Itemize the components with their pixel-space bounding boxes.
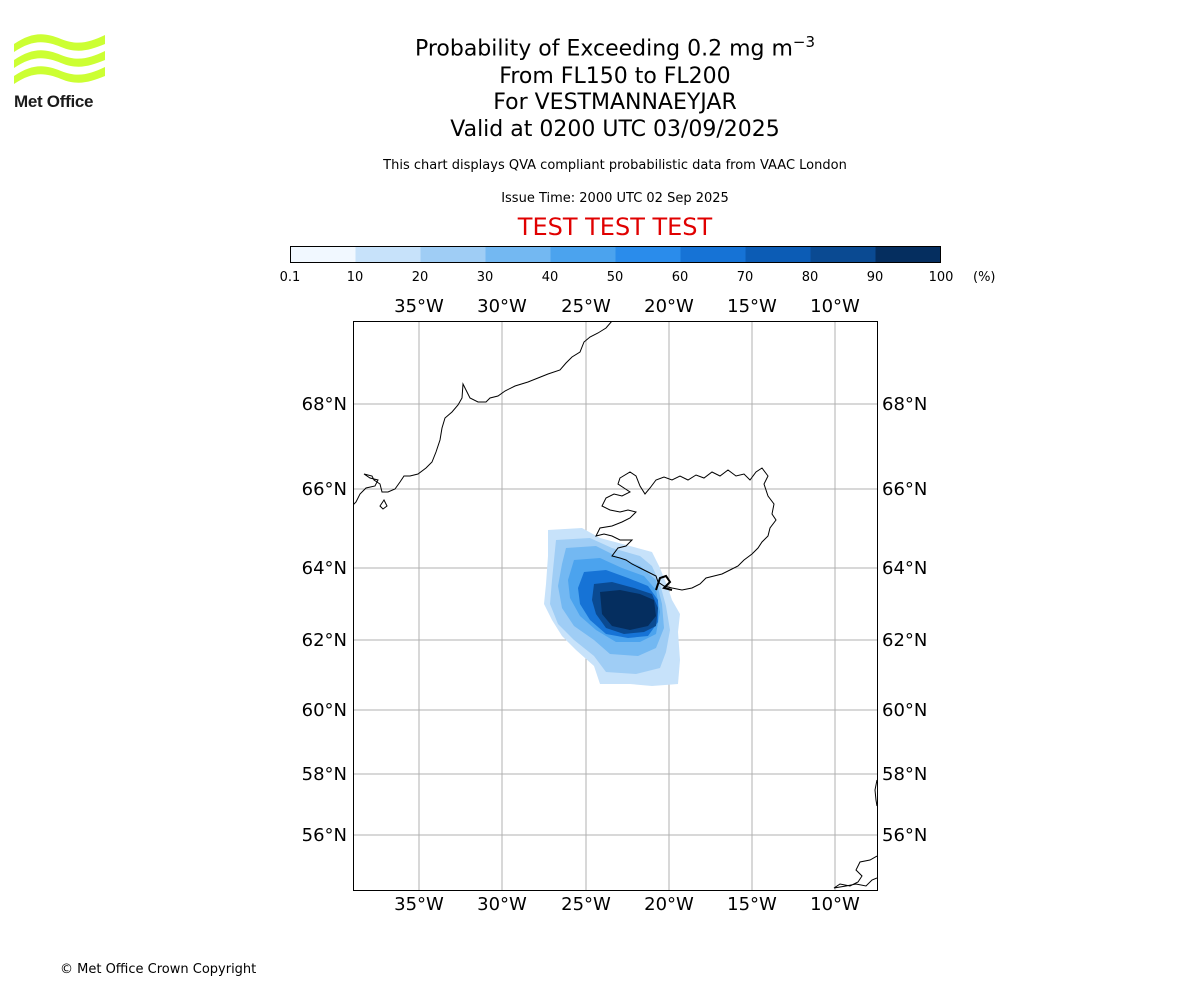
colorbar-swatch [810,246,876,263]
lat-label-left: 62°N [302,630,347,651]
colorbar-tick-label: 60 [671,270,689,285]
colorbar-tick-label: 40 [541,270,559,285]
lat-label-right: 68°N [882,394,927,415]
lon-label-bottom: 30°W [477,894,527,915]
met-office-waves-icon [14,34,105,84]
colorbar-swatch [355,246,421,263]
colorbar-tick-label: 30 [476,270,494,285]
lon-label-top: 15°W [727,296,777,317]
colorbar-swatch [290,246,356,263]
lat-label-left: 68°N [302,394,347,415]
lon-label-top: 35°W [394,296,444,317]
lat-label-right: 66°N [882,479,927,500]
lat-label-right: 62°N [882,630,927,651]
lat-label-left: 56°N [302,825,347,846]
colorbar-tick-label: 10 [346,270,364,285]
issue-time: Issue Time: 2000 UTC 02 Sep 2025 [501,191,729,206]
probability-colorbar [290,246,941,263]
copyright-notice: © Met Office Crown Copyright [60,962,257,977]
lat-label-left: 58°N [302,764,347,785]
lat-label-right: 60°N [882,700,927,721]
colorbar-tick-label: 70 [736,270,754,285]
lon-label-top: 30°W [477,296,527,317]
lon-label-bottom: 10°W [810,894,860,915]
colorbar-tick-label: 20 [411,270,429,285]
lat-label-left: 64°N [302,558,347,579]
hebrides-islet [874,779,877,807]
lat-label-left: 60°N [302,700,347,721]
valid-time-title: Valid at 0200 UTC 03/09/2025 [450,117,780,142]
colorbar-tick-label: 100 [928,270,954,285]
lat-label-left: 66°N [302,479,347,500]
title-unit-superscript: −3 [792,33,816,51]
ash-probability-field [544,528,680,686]
colorbar-tick-label: 50 [606,270,624,285]
greenland-islet [379,499,388,510]
colorbar-swatch [745,246,811,263]
bottom-longitude-labels: 35°W 30°W 25°W 20°W 15°W 10°W [394,894,860,915]
colorbar-swatch [615,246,681,263]
colorbar-unit: (%) [973,270,996,285]
colorbar-swatch [680,246,746,263]
lon-label-bottom: 25°W [561,894,611,915]
colorbar-tick-label: 90 [866,270,884,285]
colorbar-swatch [485,246,551,263]
coastlines [353,321,877,889]
logo-text: Met Office [14,92,94,111]
ash-probability-band [600,590,656,630]
test-banner: TEST TEST TEST [517,213,713,241]
title-main-text: Probability of Exceeding 0.2 mg m [414,36,793,62]
met-office-logo: Met Office [14,30,108,114]
data-disclaimer: This chart displays QVA compliant probab… [383,158,847,173]
lon-label-top: 25°W [561,296,611,317]
lat-label-right: 64°N [882,558,927,579]
scotland-coastline [833,855,877,889]
vestmannaeyjar-marker [655,574,673,591]
greenland-coastline [353,321,613,506]
lon-label-bottom: 35°W [394,894,444,915]
lon-label-top: 10°W [810,296,860,317]
lon-label-bottom: 20°W [644,894,694,915]
colorbar-swatch [550,246,616,263]
iceland-coastline [595,467,777,591]
lat-label-right: 56°N [882,825,927,846]
colorbar-tick-label: 0.1 [279,270,301,285]
colorbar-frame [290,246,941,263]
right-latitude-labels: 68°N 66°N 64°N 62°N 60°N 58°N 56°N [882,394,927,846]
top-longitude-labels: 35°W 30°W 25°W 20°W 15°W 10°W [394,296,860,317]
lon-label-top: 20°W [644,296,694,317]
flight-level-range: From FL150 to FL200 [499,64,731,89]
colorbar-tick-label: 80 [801,270,819,285]
colorbar-swatch [420,246,486,263]
lon-label-bottom: 15°W [727,894,777,915]
left-latitude-labels: 68°N 66°N 64°N 62°N 60°N 58°N 56°N [302,394,347,846]
map-frame [353,321,878,891]
location-title: For VESTMANNAEYJAR [493,90,737,115]
chart-title: Probability of Exceeding 0.2 mg m−3 [0,27,1200,64]
lat-label-right: 58°N [882,764,927,785]
colorbar-swatch [875,246,941,263]
